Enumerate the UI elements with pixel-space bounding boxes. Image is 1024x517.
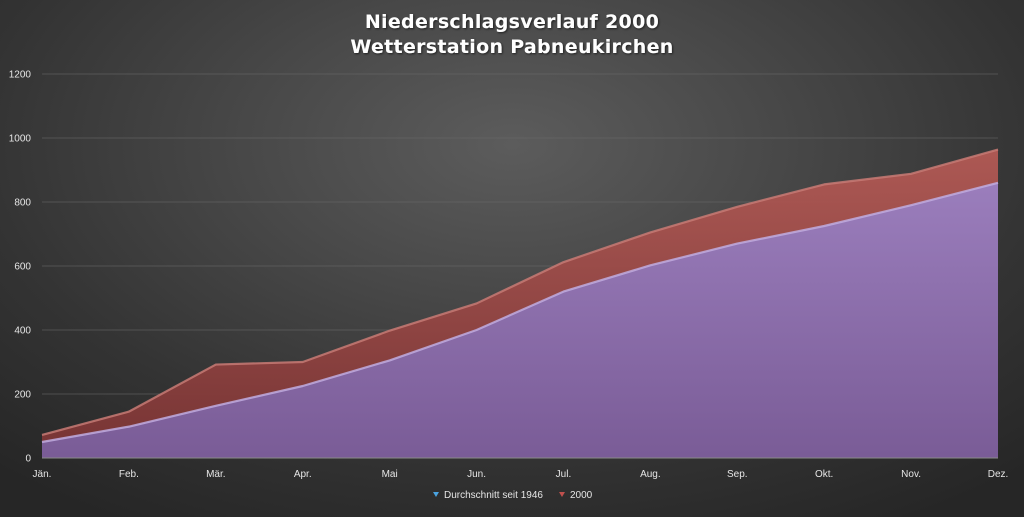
x-tick-label: Dez. (988, 469, 1009, 480)
legend: Durchschnitt seit 1946 2000 (433, 490, 593, 501)
legend-swatch (559, 492, 565, 497)
x-tick-label: Mai (382, 469, 398, 480)
axes: 0 200 400 600 800 1000 1200 Jän. Feb. Mär. Apr. Mai… (9, 70, 1009, 481)
legend-label: 2000 (570, 490, 593, 501)
x-tick-label: Aug. (640, 469, 661, 480)
series-area-durchschnitt (42, 182, 998, 459)
x-tick-label: Mär. (206, 469, 225, 480)
x-tick-label: Feb. (119, 469, 139, 480)
x-tick-label: Jun. (467, 469, 486, 480)
y-tick-label: 800 (14, 198, 31, 209)
y-tick-label: 1200 (9, 70, 32, 81)
y-tick-label: 600 (14, 262, 31, 273)
chart-title: Niederschlagsverlauf 2000 (365, 11, 659, 33)
y-tick-label: 0 (25, 454, 31, 465)
legend-swatch (433, 492, 439, 497)
y-tick-label: 1000 (9, 134, 32, 145)
series-line-durchschnitt (41, 181, 999, 444)
x-tick-label: Sep. (727, 469, 748, 480)
plot-area (41, 148, 999, 459)
y-tick-label: 200 (14, 390, 31, 401)
x-tick-label: Okt. (815, 469, 833, 480)
legend-item: Durchschnitt seit 1946 (433, 490, 543, 501)
legend-label: Durchschnitt seit 1946 (444, 490, 543, 501)
legend-item: 2000 (559, 490, 593, 501)
series-line-2000 (41, 148, 999, 437)
x-tick-label: Apr. (294, 469, 312, 480)
x-tick-label: Jän. (33, 469, 52, 480)
chart-subtitle: Wetterstation Pabneukirchen (350, 36, 673, 58)
y-tick-label: 400 (14, 326, 31, 337)
x-tick-label: Nov. (901, 469, 921, 480)
x-tick-label: Jul. (556, 469, 572, 480)
